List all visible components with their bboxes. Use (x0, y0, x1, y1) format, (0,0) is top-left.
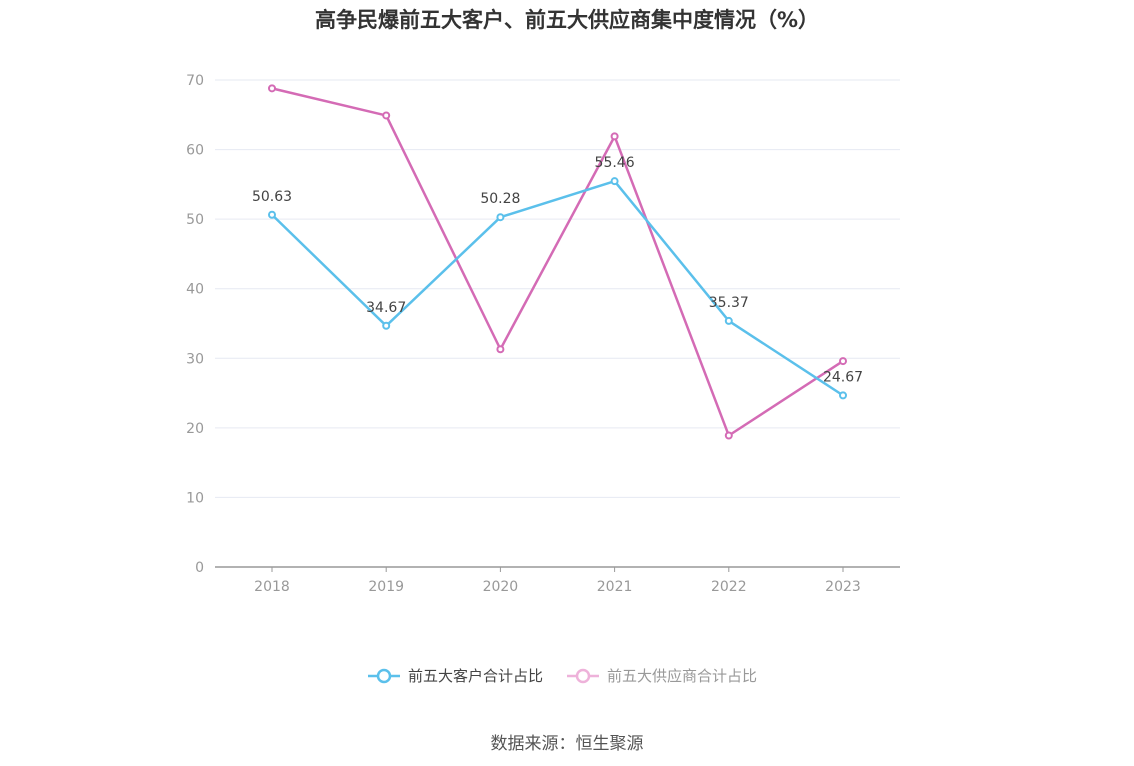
data-point[interactable] (610, 132, 619, 141)
y-tick-label: 10 (186, 490, 204, 506)
y-tick-label: 50 (186, 212, 204, 228)
legend-circle-icon (376, 668, 392, 684)
legend-circle-icon (575, 668, 591, 684)
axes: 0 10 20 30 40 50 60 70 2018 2019 2020 2021 2022 2023 (186, 73, 900, 595)
series-line-1 (271, 87, 844, 437)
series-lines (268, 84, 847, 440)
data-point[interactable] (268, 84, 276, 93)
y-tick-label: 20 (186, 421, 204, 437)
data-label: 50.63 (252, 189, 292, 205)
data-label: 55.46 (595, 155, 635, 171)
x-tick-label: 2023 (825, 579, 861, 595)
data-point[interactable] (839, 357, 847, 366)
legend-item-0[interactable]: 前五大客户合计占比 (368, 667, 543, 685)
legend: 前五大客户合计占比 前五大供应商合计占比 (368, 667, 757, 685)
data-point[interactable] (610, 177, 619, 186)
x-tick-label: 2021 (597, 579, 633, 595)
y-tick-label: 30 (186, 351, 204, 367)
y-tick-label: 0 (195, 560, 204, 576)
data-point[interactable] (839, 391, 847, 400)
legend-label: 前五大客户合计占比 (408, 667, 543, 685)
x-tick-label: 2020 (483, 579, 519, 595)
chart-title: 高争民爆前五大客户、前五大供应商集中度情况（%） (314, 8, 820, 32)
data-point[interactable] (496, 213, 505, 222)
x-tick-label: 2022 (711, 579, 747, 595)
gridlines (215, 79, 900, 498)
data-label: 50.28 (480, 191, 520, 207)
source-note: 数据来源：恒生聚源 (490, 734, 644, 754)
legend-item-1[interactable]: 前五大供应商合计占比 (567, 667, 757, 685)
data-label: 24.67 (823, 369, 863, 385)
series-line-0 (271, 179, 844, 397)
data-label: 34.67 (366, 300, 406, 316)
x-tick-label: 2018 (254, 579, 290, 595)
legend-label: 前五大供应商合计占比 (607, 667, 757, 685)
y-tick-label: 60 (186, 143, 204, 159)
data-point[interactable] (268, 210, 276, 219)
data-point[interactable] (382, 321, 391, 330)
data-point[interactable] (382, 111, 391, 120)
y-tick-label: 70 (186, 73, 204, 89)
y-tick-label: 40 (186, 282, 204, 298)
x-tick-label: 2019 (368, 579, 404, 595)
data-point[interactable] (496, 345, 505, 354)
data-point[interactable] (724, 431, 733, 440)
data-point[interactable] (724, 316, 733, 325)
data-labels: 50.63 34.67 50.28 55.46 35.37 24.67 (252, 155, 863, 385)
data-label: 35.37 (709, 295, 749, 311)
